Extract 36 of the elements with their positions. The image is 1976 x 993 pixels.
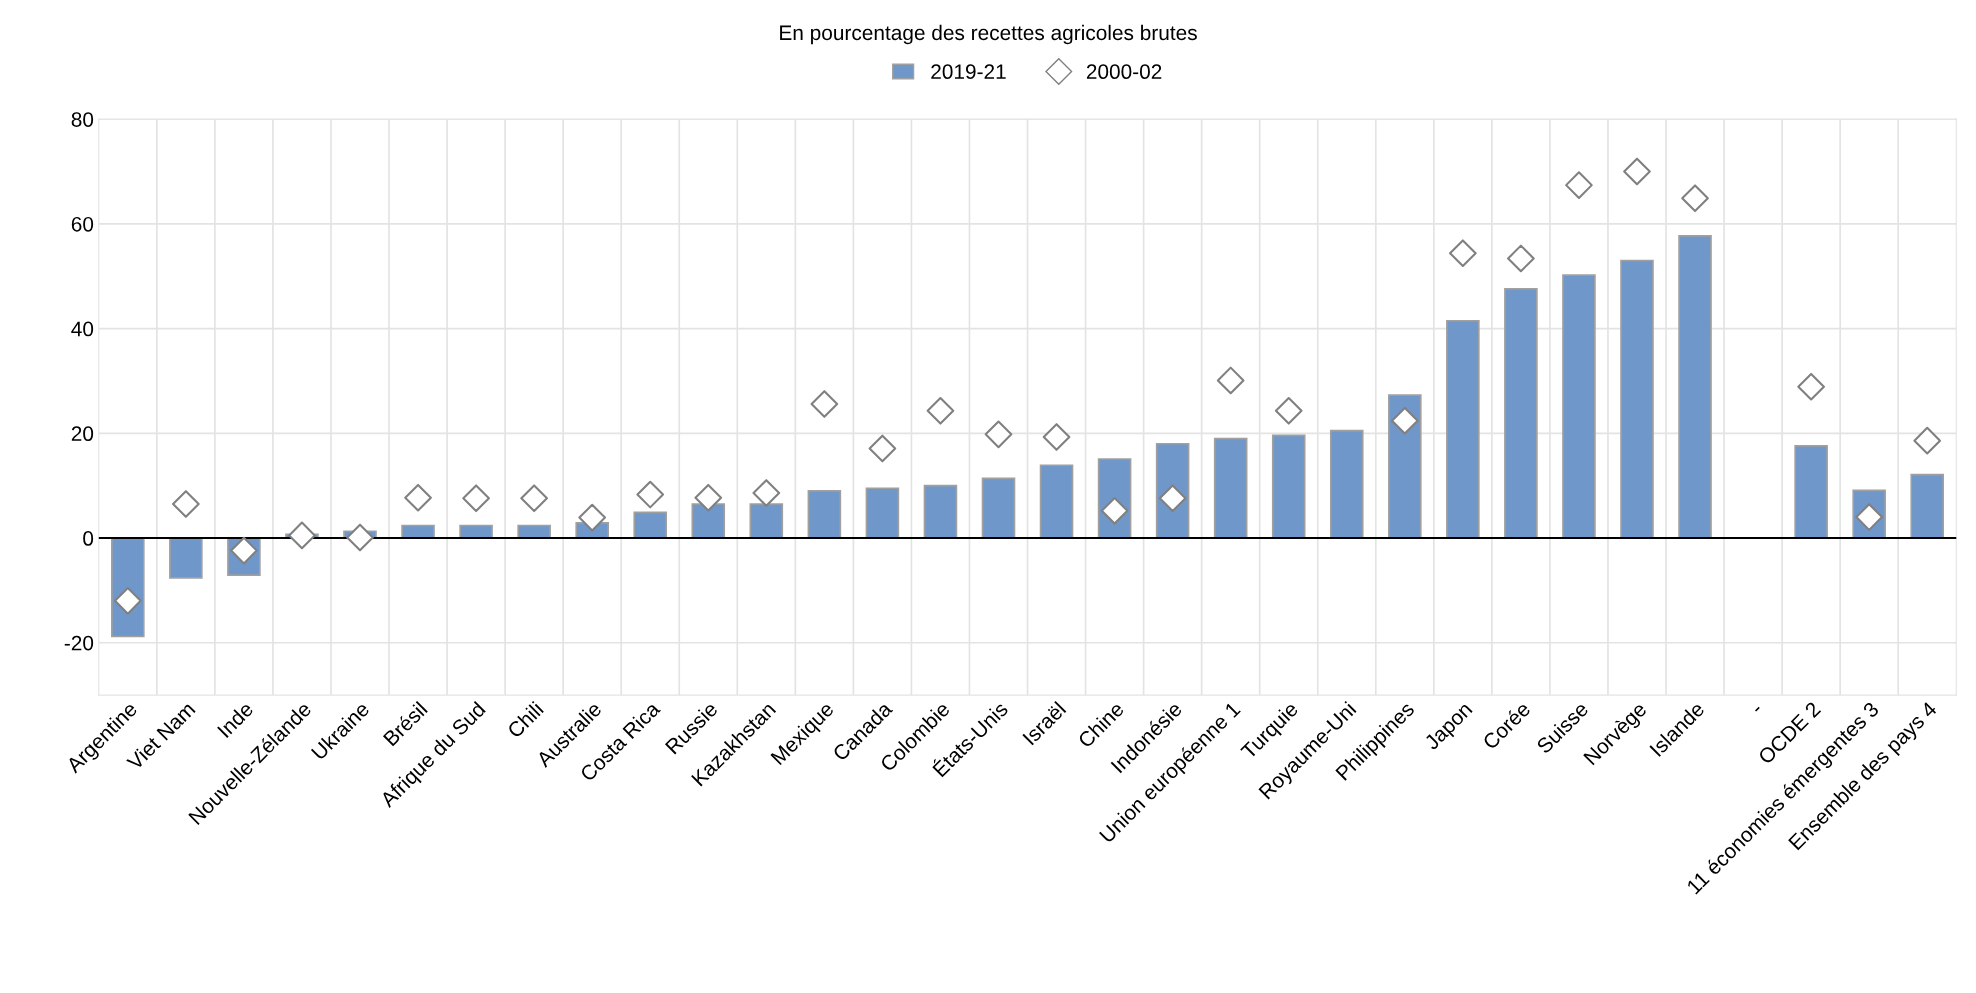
bar [691,503,726,539]
y-tick-label: 40 [71,321,94,337]
bar [1271,434,1306,539]
point [1390,406,1419,435]
x-tick-label: - [1755,706,1760,712]
point [984,420,1013,449]
bar [1446,319,1480,539]
y-tick-label: 0 [83,531,94,546]
bar [1388,394,1422,539]
chart-title: En pourcentage des recettes agricoles brutes [780,24,1197,45]
y-tick-label: 80 [71,112,94,127]
bar [1794,445,1828,539]
bar [807,490,842,539]
bar [923,484,958,539]
legend-label: 2000-02 [1086,64,1162,80]
bar [169,537,203,579]
bar [1504,287,1538,539]
bar [1213,437,1248,539]
bar [1620,259,1654,539]
bar [1678,235,1712,539]
y-tick-label: -20 [64,635,94,651]
bar [1562,274,1596,539]
bar [1039,464,1074,539]
point [1042,423,1071,451]
point [578,503,607,532]
point [346,523,374,552]
y-tick-label: 20 [71,426,94,442]
y-tick-label: 60 [71,216,94,232]
legend-label: 2019-21 [931,64,1006,80]
bar [865,487,900,539]
bar [749,503,784,539]
point [288,521,316,550]
bar [1329,429,1364,539]
bar [981,477,1016,539]
bar [1910,473,1945,539]
bar [633,511,668,539]
